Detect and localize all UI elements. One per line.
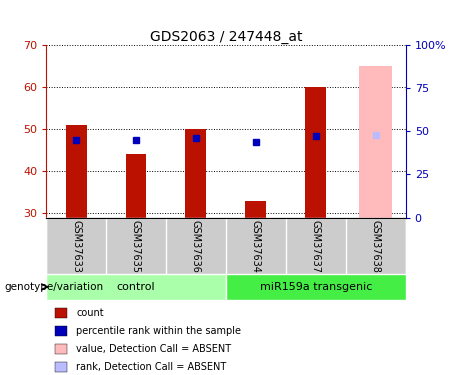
Text: control: control [117,282,155,292]
Bar [185,129,207,218]
Bar [359,66,392,218]
Bar [125,154,147,218]
Text: GSM37633: GSM37633 [71,220,81,273]
Bar [46,274,226,300]
Text: miR159a transgenic: miR159a transgenic [260,282,372,292]
Text: GSM37634: GSM37634 [251,220,261,273]
Title: GDS2063 / 247448_at: GDS2063 / 247448_at [150,30,302,44]
Text: rank, Detection Call = ABSENT: rank, Detection Call = ABSENT [76,362,226,372]
Text: GSM37636: GSM37636 [191,220,201,273]
Text: value, Detection Call = ABSENT: value, Detection Call = ABSENT [76,344,231,354]
Text: genotype/variation: genotype/variation [5,282,104,292]
Bar [226,274,406,300]
Text: GSM37637: GSM37637 [311,220,321,273]
Bar [65,125,87,217]
Text: GSM37635: GSM37635 [131,220,141,273]
Text: percentile rank within the sample: percentile rank within the sample [76,326,241,336]
Text: count: count [76,308,104,318]
Bar [305,87,326,218]
Bar [245,201,266,217]
Text: GSM37638: GSM37638 [371,220,381,273]
